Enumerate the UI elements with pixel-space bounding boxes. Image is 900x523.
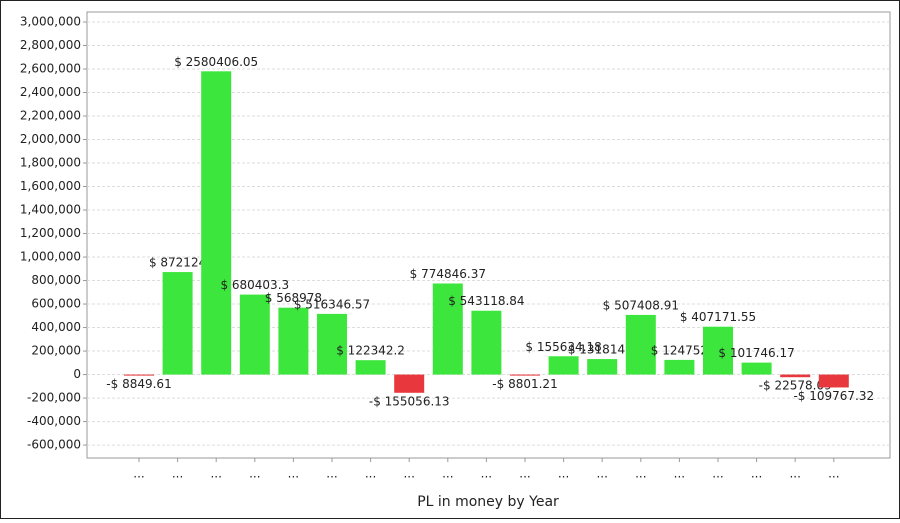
data-label: $ 774846.37 xyxy=(410,267,486,281)
data-label: $ 407171.55 xyxy=(680,310,756,324)
data-label: $ 516346.57 xyxy=(294,297,370,311)
x-tick-label: ... xyxy=(442,467,453,481)
x-tick-label: ... xyxy=(596,467,607,481)
x-tick-label: ... xyxy=(635,467,646,481)
data-label: $ 507408.91 xyxy=(603,298,679,312)
bar xyxy=(818,374,849,388)
y-tick-label: 1,400,000 xyxy=(20,203,81,217)
bar xyxy=(625,314,656,375)
data-label: $ 680403.3 xyxy=(220,278,289,292)
x-tick-label: ... xyxy=(326,467,337,481)
y-tick-label: -400,000 xyxy=(27,414,81,428)
y-tick-label: 0 xyxy=(73,367,81,381)
x-tick-label: ... xyxy=(365,467,376,481)
x-tick-label: ... xyxy=(558,467,569,481)
bar xyxy=(278,307,309,375)
data-label: $ 131814.5 xyxy=(568,343,637,357)
x-tick-label: ... xyxy=(210,467,221,481)
data-label: -$ 8801.21 xyxy=(492,377,557,391)
y-tick-label: 2,800,000 xyxy=(20,38,81,52)
x-tick-label: ... xyxy=(172,467,183,481)
x-tick-label: ... xyxy=(828,467,839,481)
data-label: -$ 8849.61 xyxy=(106,377,171,391)
y-tick-label: 200,000 xyxy=(31,344,81,358)
x-tick-label: ... xyxy=(519,467,530,481)
y-tick-label: 1,200,000 xyxy=(20,226,81,240)
y-tick-label: 2,000,000 xyxy=(20,132,81,146)
bar xyxy=(548,356,579,375)
bar xyxy=(741,362,772,375)
y-tick-label: 400,000 xyxy=(31,320,81,334)
x-tick-label: ... xyxy=(249,467,260,481)
y-tick-label: 2,400,000 xyxy=(20,85,81,99)
y-tick-label: 2,200,000 xyxy=(20,109,81,123)
y-tick-label: 3,000,000 xyxy=(20,14,81,28)
x-tick-label: ... xyxy=(674,467,685,481)
y-tick-label: 1,600,000 xyxy=(20,179,81,193)
bar xyxy=(124,374,154,376)
bar xyxy=(780,374,811,378)
data-label: $ 872124 xyxy=(149,256,206,270)
data-label: $ 122342.2 xyxy=(336,344,405,358)
x-tick-label: ... xyxy=(481,467,492,481)
y-tick-label: 1,800,000 xyxy=(20,156,81,170)
y-tick-label: -600,000 xyxy=(27,438,81,452)
data-label: $ 2580406.05 xyxy=(174,55,258,69)
x-tick-label: ... xyxy=(403,467,414,481)
bar xyxy=(162,272,193,375)
bar xyxy=(432,283,463,375)
bar xyxy=(703,326,733,375)
data-label: $ 155634.18 xyxy=(525,340,601,354)
data-label: -$ 155056.13 xyxy=(369,394,450,408)
data-label: $ 101746.17 xyxy=(718,346,794,360)
data-label: $ 124752 xyxy=(651,343,708,357)
x-tick-label: ... xyxy=(751,467,762,481)
data-label: -$ 22578.09 xyxy=(759,379,832,393)
bar xyxy=(355,360,386,375)
x-tick-label: ... xyxy=(133,467,144,481)
bar xyxy=(394,374,425,393)
bar xyxy=(510,374,540,376)
y-tick-label: 1,000,000 xyxy=(20,250,81,264)
x-axis-title: PL in money by Year xyxy=(417,494,559,510)
bar xyxy=(239,294,270,375)
bar xyxy=(201,71,232,375)
bar xyxy=(587,359,618,375)
bar xyxy=(317,313,347,375)
bar xyxy=(664,359,695,375)
y-tick-label: 800,000 xyxy=(31,273,81,287)
bar xyxy=(471,310,502,375)
data-label: $ 568978 xyxy=(265,291,322,305)
y-tick-label: 600,000 xyxy=(31,297,81,311)
y-tick-label: -200,000 xyxy=(27,391,81,405)
data-label: $ 543118.84 xyxy=(448,294,524,308)
y-tick-label: 2,600,000 xyxy=(20,61,81,75)
data-label: -$ 109767.32 xyxy=(793,389,874,403)
x-tick-label: ... xyxy=(789,467,800,481)
x-tick-label: ... xyxy=(288,467,299,481)
x-tick-label: ... xyxy=(712,467,723,481)
